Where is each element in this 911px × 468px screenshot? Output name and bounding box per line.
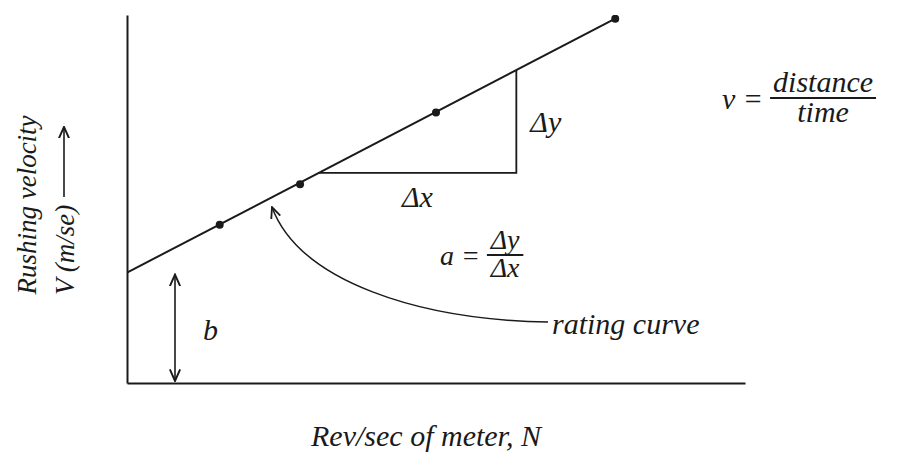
y-axis-arrow	[63, 127, 65, 197]
dx-label: Δx	[401, 180, 434, 213]
point	[296, 180, 304, 188]
point	[216, 221, 224, 229]
line	[127, 19, 615, 273]
fraction-numerator: distance	[773, 65, 873, 98]
axis-line	[128, 383, 746, 385]
fraction-bar	[770, 97, 876, 99]
dy-label: Δy	[529, 105, 562, 138]
axis-line	[127, 16, 129, 384]
y-axis-title: V (m/se)	[50, 205, 80, 295]
plot-area	[127, 15, 619, 273]
fraction-denominator: Δx	[490, 252, 520, 283]
point	[432, 109, 440, 117]
y-axis	[127, 16, 128, 384]
fraction-bar	[487, 254, 523, 256]
curve-label: rating curve	[552, 307, 699, 340]
chart: ΔyΔxa =ΔyΔxv =distancetimebrating curveR…	[0, 0, 911, 468]
fraction-numerator: Δy	[490, 224, 520, 255]
x-axis-title: Rev/sec of meter, N	[310, 419, 543, 452]
intercept-label: b	[203, 313, 218, 346]
x-axis	[128, 383, 746, 384]
fraction-lhs: a =	[440, 240, 480, 271]
point	[611, 15, 619, 23]
slope-triangle	[319, 70, 517, 173]
curve-pointer	[272, 207, 548, 322]
intercept-arrow	[174, 275, 176, 381]
fraction-lhs: v =	[722, 82, 763, 115]
fraction-denominator: time	[797, 95, 849, 128]
y-axis-title: Rushing velocity	[12, 115, 42, 295]
